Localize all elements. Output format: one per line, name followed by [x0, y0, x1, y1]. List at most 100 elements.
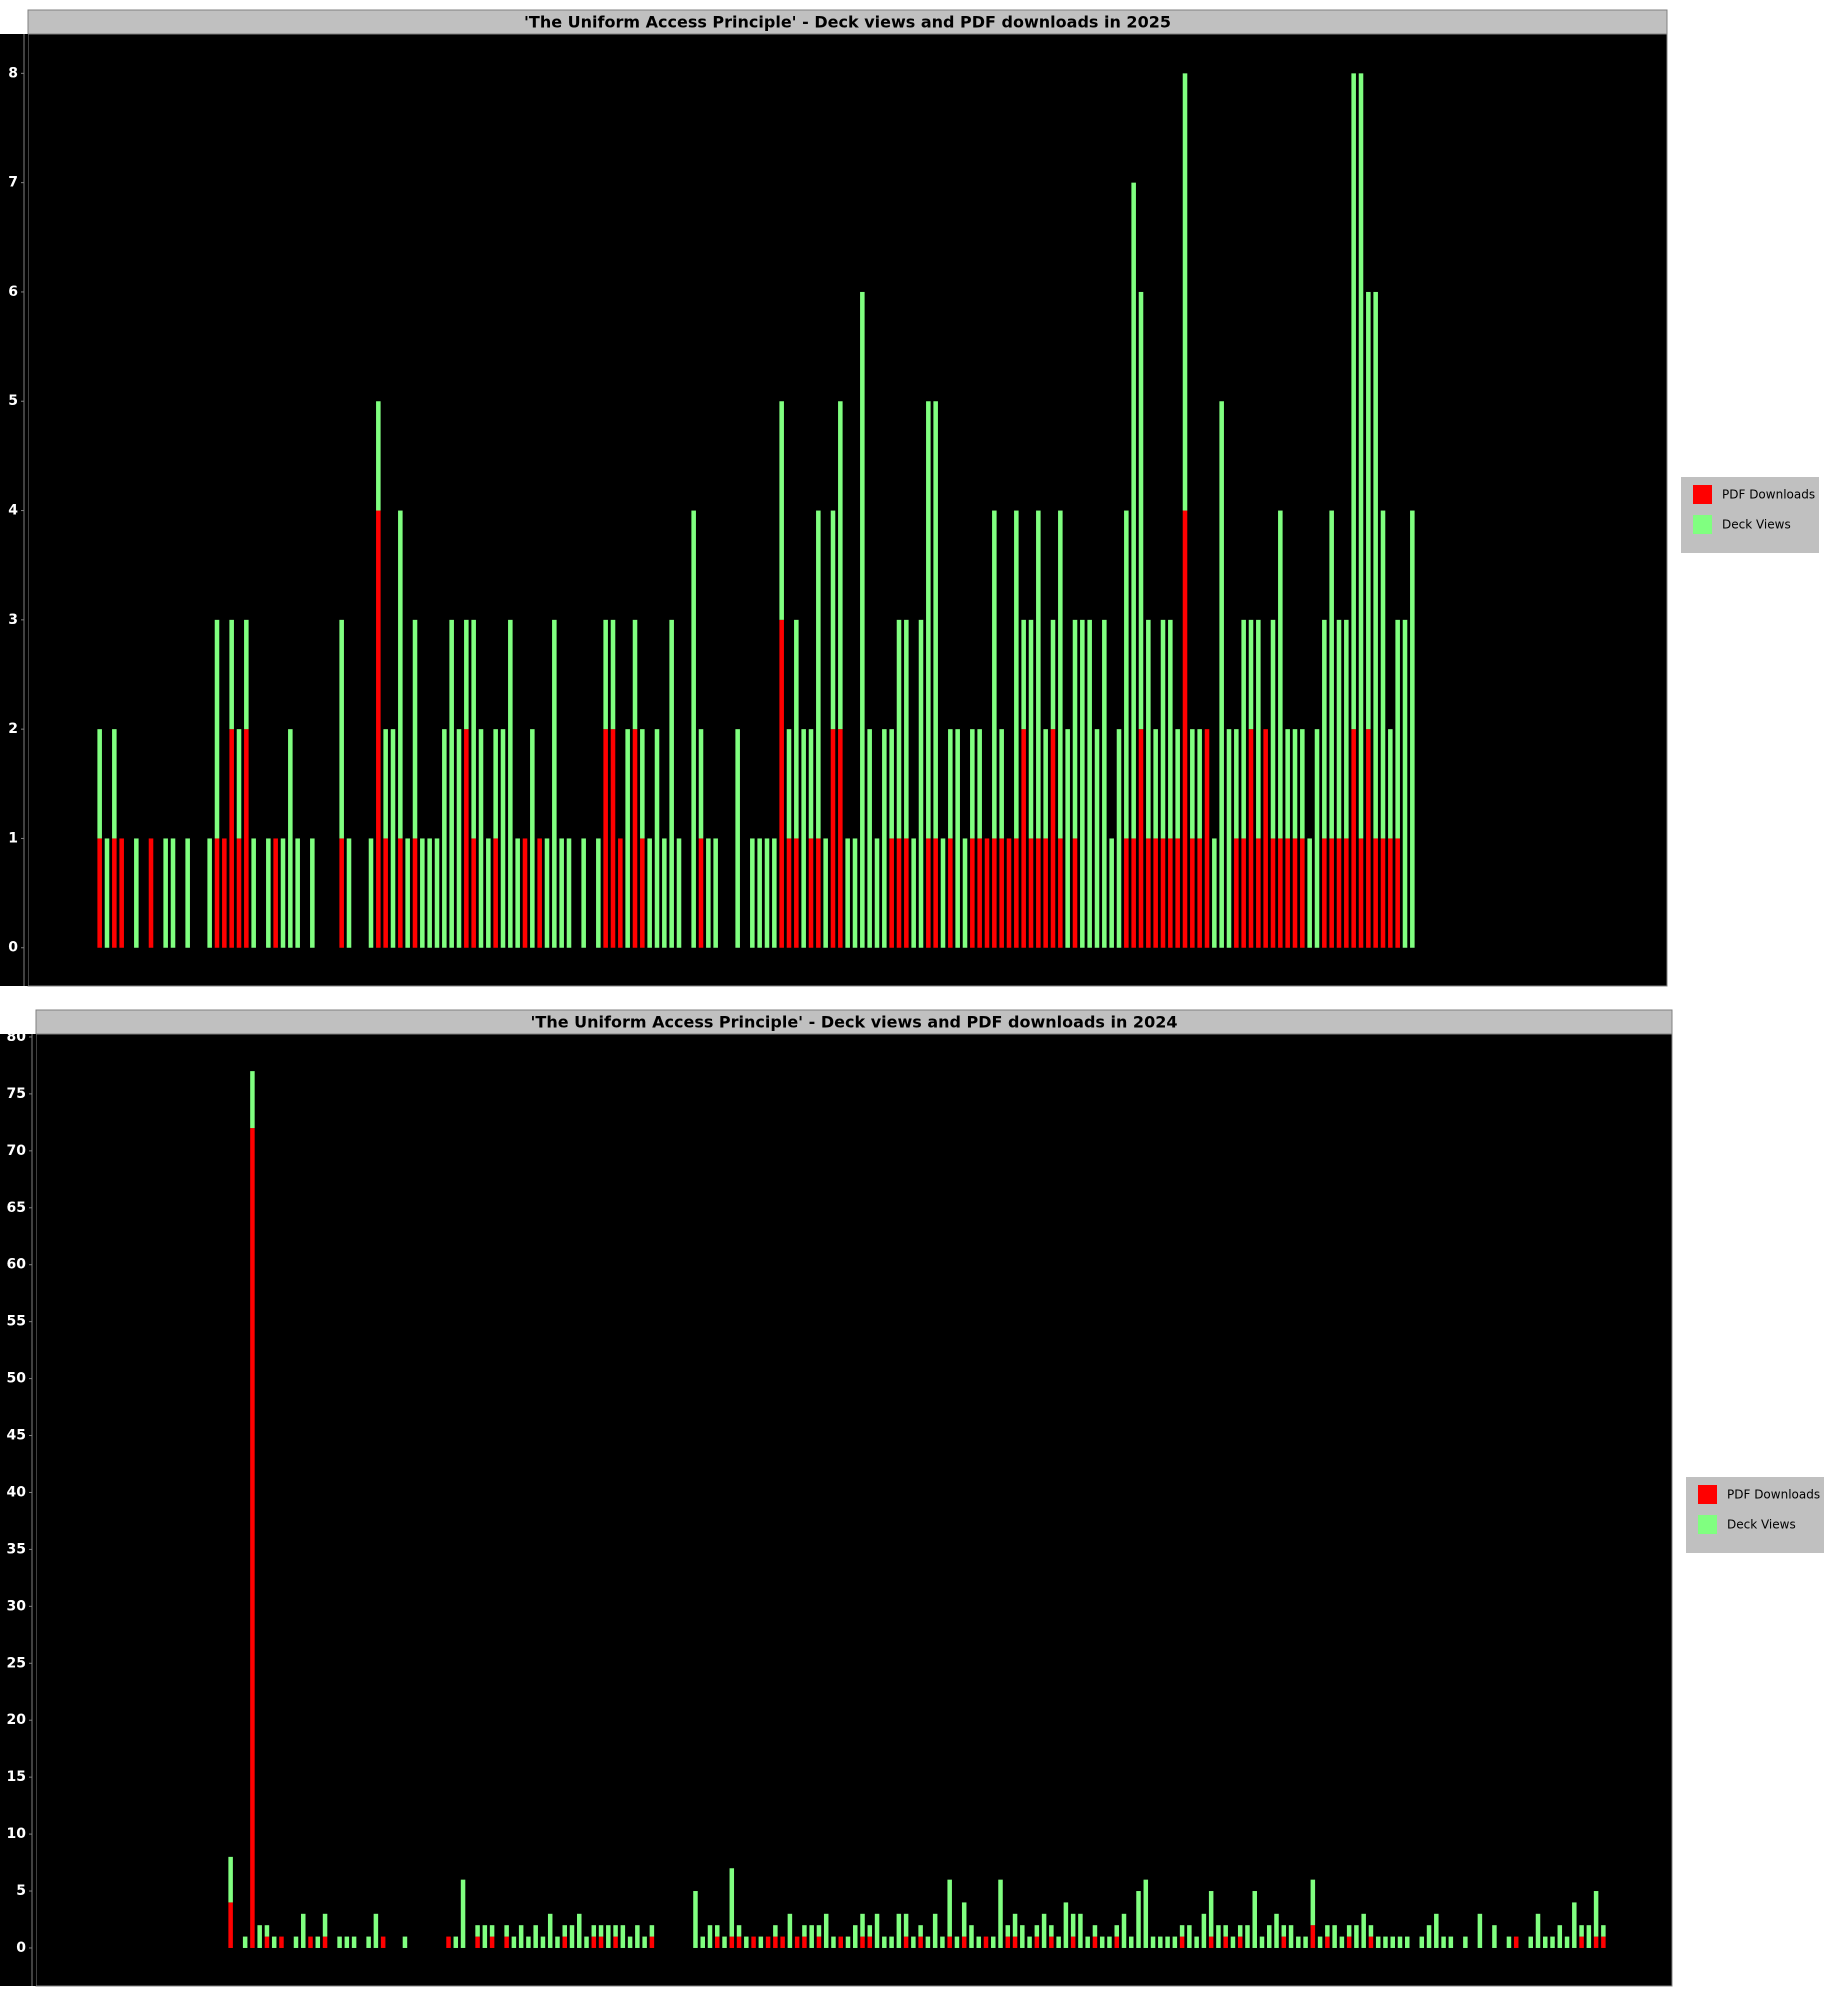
bar-segment — [434, 838, 440, 948]
bar-segment — [867, 1936, 873, 1948]
bar-segment — [489, 1925, 495, 1937]
bar-segment — [1212, 838, 1217, 948]
bar-segment — [390, 729, 396, 948]
bar-segment — [787, 1913, 793, 1948]
bar-segment — [999, 838, 1004, 948]
bar-segment — [1441, 1936, 1446, 1948]
bar-segment — [555, 1936, 560, 1948]
bar-segment — [1368, 1925, 1374, 1937]
bar-segment — [729, 1936, 735, 1948]
bar-segment — [1292, 838, 1298, 948]
bar-segment — [1172, 1936, 1178, 1948]
bar-segment — [1216, 1925, 1221, 1948]
legend-swatch — [1698, 1515, 1717, 1534]
bar-segment — [1109, 838, 1114, 948]
bar-segment — [1593, 1891, 1599, 1937]
y-tick-label: 8 — [8, 65, 18, 81]
bar-segment — [1094, 729, 1100, 948]
bar-segment — [1124, 510, 1129, 839]
bar-segment — [1339, 1936, 1345, 1948]
bar-segment — [1325, 1936, 1330, 1948]
bar-segment — [1208, 1891, 1214, 1937]
bar-segment — [1050, 619, 1056, 730]
y-tick-label: 5 — [8, 393, 18, 409]
bar-segment — [1153, 729, 1158, 839]
y-tick-label: 0 — [16, 1940, 26, 1956]
bar-segment — [1049, 1936, 1054, 1948]
bar-segment — [229, 619, 234, 730]
bar-segment — [640, 729, 645, 839]
bar-segment — [486, 838, 491, 948]
bar-segment — [1303, 1936, 1308, 1948]
y-tick-label: 60 — [7, 1257, 27, 1273]
bar-segment — [1366, 291, 1371, 730]
bar-segment — [794, 838, 799, 948]
bar-segment — [620, 1925, 626, 1948]
bar-segment — [1564, 1936, 1570, 1948]
bar-segment — [713, 838, 718, 948]
bar-segment — [1528, 1936, 1533, 1948]
bar-segment — [1388, 838, 1393, 948]
legend-label: PDF Downloads — [1727, 1488, 1820, 1502]
bar-segment — [383, 838, 388, 948]
bar-segment — [1285, 729, 1290, 839]
bar-segment — [992, 510, 997, 839]
bar-segment — [1344, 838, 1349, 948]
bar-segment — [889, 729, 894, 839]
bar-segment — [442, 729, 447, 948]
bar-segment — [1332, 1925, 1337, 1948]
bar-segment — [1063, 1902, 1069, 1948]
bar-segment — [1281, 1936, 1287, 1948]
bar-segment — [1579, 1936, 1584, 1948]
bar-segment — [515, 838, 520, 948]
bar-segment — [1252, 1891, 1257, 1948]
bar-segment — [911, 838, 916, 948]
bar-segment — [1336, 838, 1342, 948]
bar-segment — [1087, 619, 1092, 948]
bar-segment — [280, 838, 286, 948]
bar-segment — [544, 838, 550, 948]
bar-segment — [1310, 1925, 1316, 1948]
bar-segment — [475, 1936, 480, 1948]
bar-segment — [1419, 1936, 1425, 1948]
bar-segment — [1092, 1925, 1098, 1937]
bar-segment — [1005, 1925, 1011, 1937]
bar-segment — [947, 1936, 952, 1948]
bar-segment — [838, 1936, 843, 1948]
bar-segment — [1388, 729, 1393, 839]
bar-segment — [1448, 1936, 1454, 1948]
bar-segment — [889, 838, 894, 948]
bar-segment — [475, 1925, 480, 1937]
bar-segment — [1550, 1936, 1555, 1948]
bar-segment — [764, 838, 770, 948]
bar-segment — [456, 729, 462, 948]
bar-segment — [97, 838, 102, 948]
bar-segment — [649, 1925, 655, 1937]
bar-segment — [896, 1913, 902, 1948]
bar-segment — [1373, 291, 1378, 839]
bar-segment — [1201, 1913, 1207, 1948]
bar-segment — [1005, 1936, 1011, 1948]
bar-segment — [1285, 838, 1290, 948]
bar-segment — [1168, 838, 1173, 948]
bar-segment — [962, 838, 968, 948]
bar-segment — [1256, 619, 1261, 839]
bar-segment — [346, 838, 352, 948]
bar-segment — [802, 1925, 807, 1937]
bar-segment — [1160, 619, 1166, 839]
bar-segment — [1358, 838, 1364, 948]
y-tick-label: 50 — [7, 1371, 27, 1387]
bar-segment — [1344, 619, 1349, 839]
bar-segment — [552, 619, 557, 948]
bar-segment — [500, 729, 506, 948]
bar-segment — [1208, 1936, 1214, 1948]
bar-segment — [1506, 1936, 1512, 1948]
bar-segment — [351, 1936, 357, 1948]
bar-segment — [816, 1936, 822, 1948]
bar-segment — [654, 729, 660, 948]
y-tick-label: 7 — [8, 175, 18, 191]
bar-segment — [598, 1936, 604, 1948]
bar-segment — [603, 729, 608, 948]
bar-segment — [398, 838, 403, 948]
